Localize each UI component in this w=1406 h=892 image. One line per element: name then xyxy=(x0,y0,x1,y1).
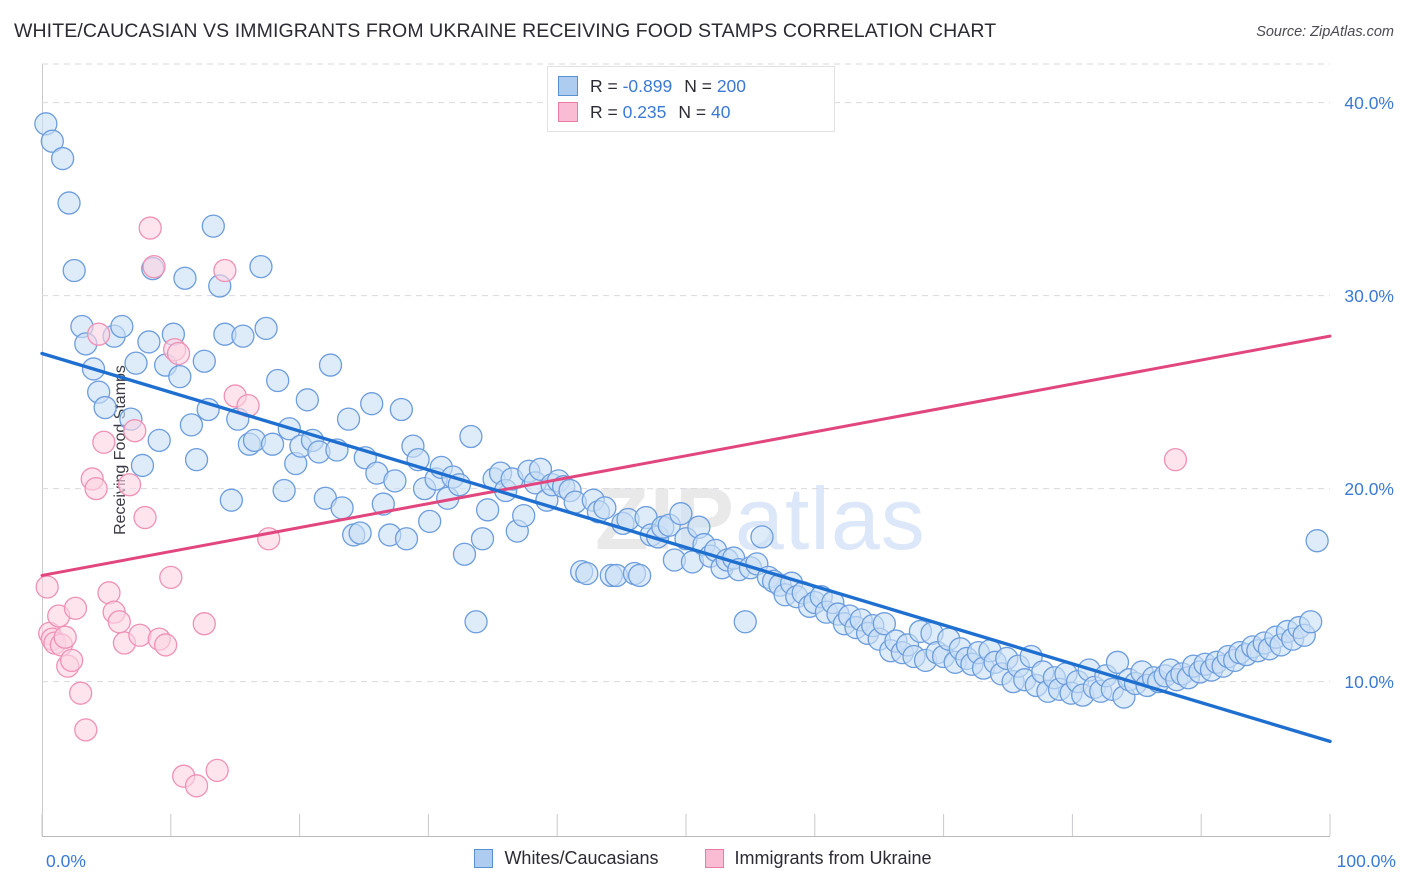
legend-swatch-blue xyxy=(558,76,578,96)
y-axis-tick-label: 30.0% xyxy=(1344,285,1394,306)
x-axis-line xyxy=(42,836,1330,837)
watermark-zip: ZIP xyxy=(595,469,735,568)
n-label-blue: N = xyxy=(684,75,717,96)
legend-label-whites: Whites/Caucasians xyxy=(504,848,659,868)
stats-text-whites: R = -0.899 N = 200 xyxy=(590,76,746,97)
y-axis-tick-label: 10.0% xyxy=(1344,671,1394,692)
legend-label-ukraine: Immigrants from Ukraine xyxy=(734,848,932,868)
y-axis-tick-label: 20.0% xyxy=(1344,478,1394,499)
y-axis-tick-label: 40.0% xyxy=(1344,92,1394,113)
legend-swatch-whites-icon xyxy=(474,849,494,868)
page-title: WHITE/CAUCASIAN VS IMMIGRANTS FROM UKRAI… xyxy=(14,20,997,42)
source-attribution: Source: ZipAtlas.com xyxy=(1256,24,1394,40)
stats-row-whites: R = -0.899 N = 200 xyxy=(558,73,824,99)
legend-swatch-ukraine-icon xyxy=(704,849,724,868)
x-axis-max-label: 100.0% xyxy=(1336,851,1396,871)
n-value-pink: 40 xyxy=(710,101,731,122)
legend-item-whites-caucasians[interactable]: Whites/Caucasians xyxy=(474,848,659,869)
stats-text-ukraine: R = 0.235 N = 40 xyxy=(590,102,730,123)
n-label-pink: N = xyxy=(678,101,711,122)
r-value-blue: -0.899 xyxy=(622,75,673,96)
n-value-blue: 200 xyxy=(716,75,747,96)
series-legend: Whites/Caucasians Immigrants from Ukrain… xyxy=(0,848,1406,869)
legend-item-immigrants-ukraine[interactable]: Immigrants from Ukraine xyxy=(704,848,932,869)
r-label-pink: R = xyxy=(590,101,623,122)
legend-swatch-pink xyxy=(558,102,578,122)
x-axis-min-label: 0.0% xyxy=(46,851,86,871)
plot-area: ZIPatlas Receiving Food Stamps xyxy=(42,64,1330,836)
r-label-blue: R = xyxy=(590,75,623,96)
y-axis-title: Receiving Food Stamps xyxy=(111,365,129,535)
correlation-stats-legend: R = -0.899 N = 200 R = 0.235 N = 40 xyxy=(547,66,835,132)
r-value-pink: 0.235 xyxy=(622,101,667,122)
watermark-atlas: atlas xyxy=(734,469,926,568)
stats-row-ukraine: R = 0.235 N = 40 xyxy=(558,99,824,125)
zipatlas-watermark: ZIPatlas xyxy=(595,468,926,570)
